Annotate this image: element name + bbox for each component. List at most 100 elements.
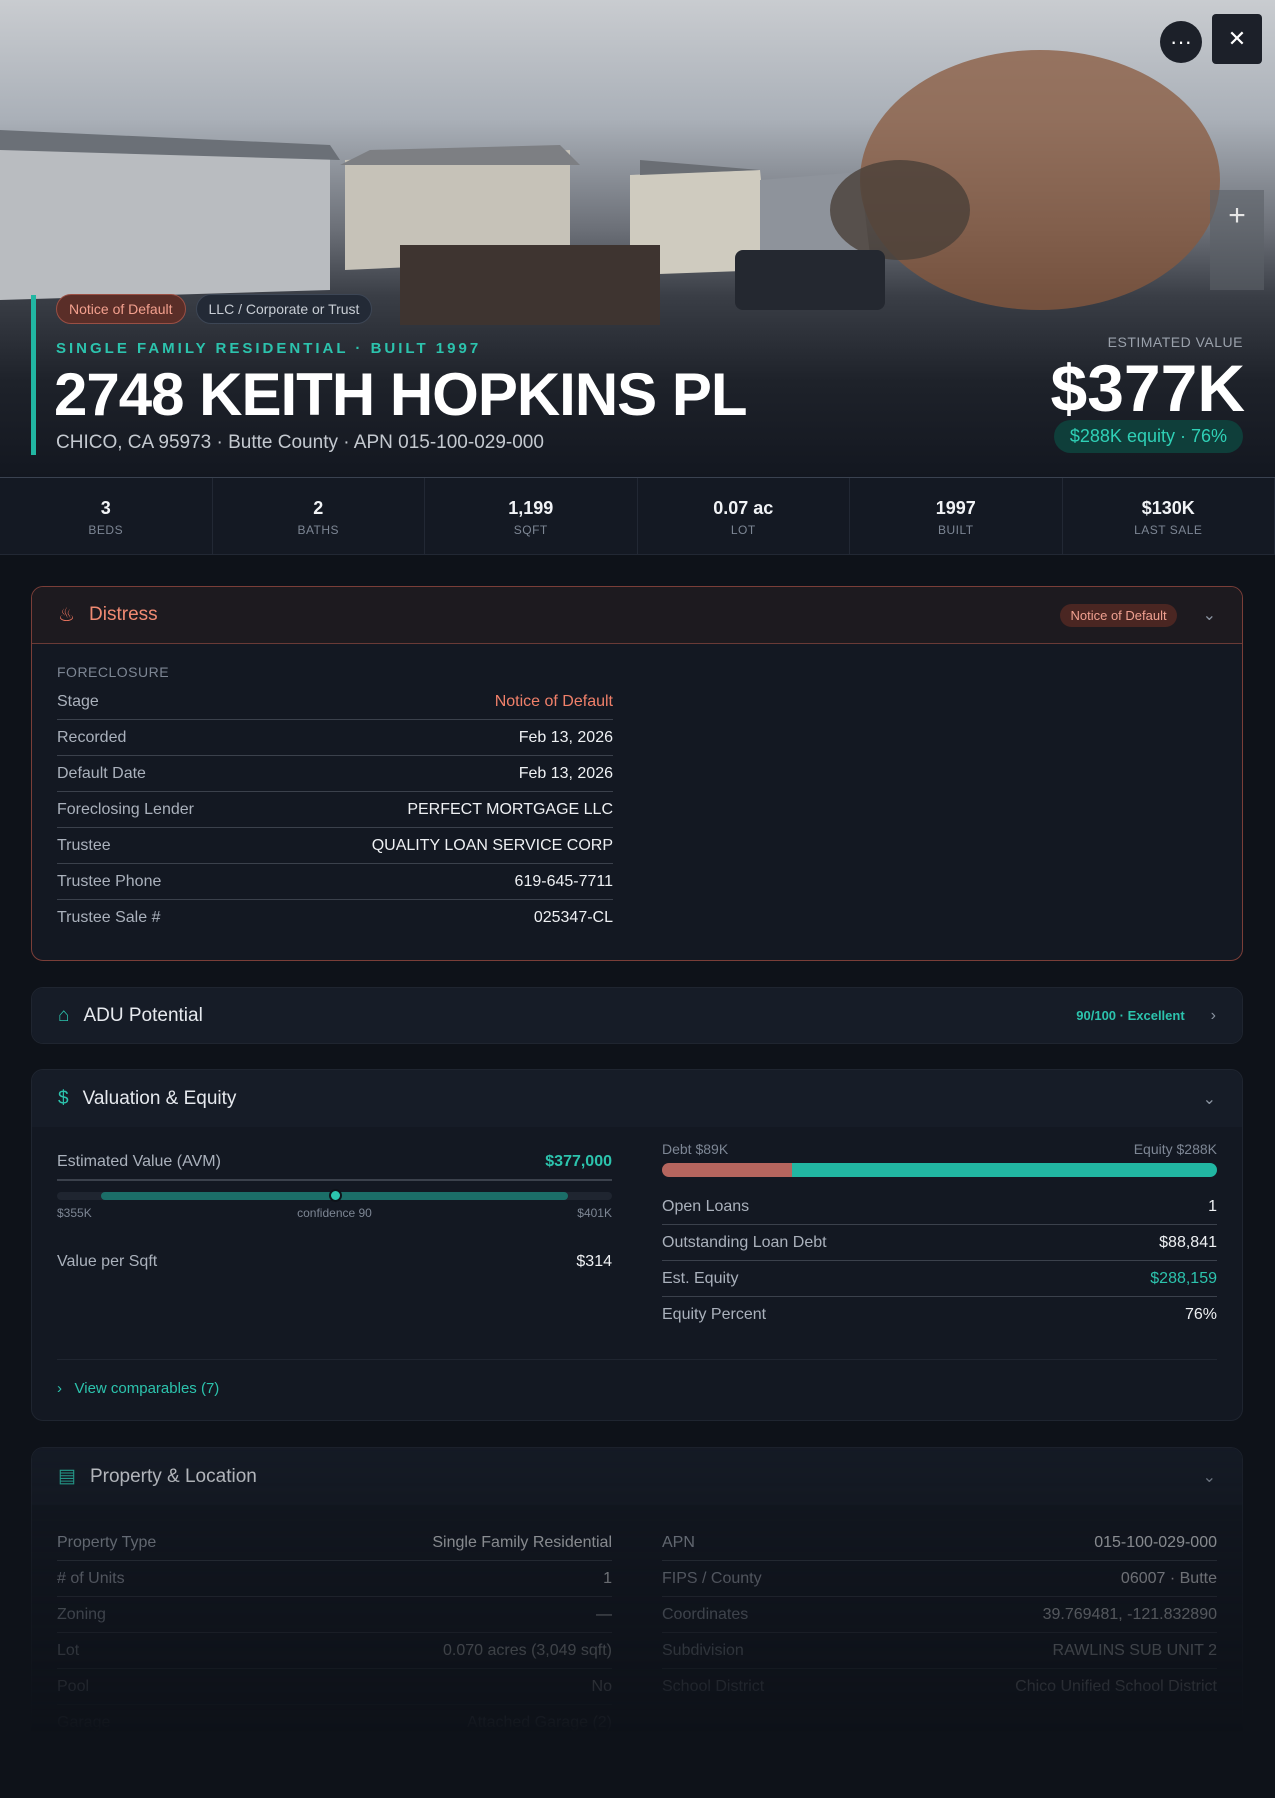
row-value: 0.070 acres (3,049 sqft) xyxy=(443,1641,612,1659)
row-value: 39.769481, -121.832890 xyxy=(1042,1605,1217,1623)
stat-value: 1997 xyxy=(935,498,976,518)
row: Trustee QUALITY LOAN SERVICE CORP xyxy=(57,828,613,864)
row-label: Trustee xyxy=(57,836,111,854)
row: # of Units 1 xyxy=(57,1561,612,1597)
row: Open Loans 1 xyxy=(662,1189,1217,1225)
label: Value per Sqft xyxy=(57,1253,158,1270)
row: FIPS / County 06007 · Butte xyxy=(662,1561,1217,1597)
stat-value: 2 xyxy=(313,498,324,518)
row-label: Recorded xyxy=(57,728,127,746)
link-text[interactable]: View comparables (7) xyxy=(74,1380,220,1397)
row-value: RAWLINS SUB UNIT 2 xyxy=(1052,1641,1217,1659)
row-label: Trustee Phone xyxy=(57,872,162,890)
row: Outstanding Loan Debt $88,841 xyxy=(662,1225,1217,1261)
stat: 1997 BUILT xyxy=(850,478,1063,554)
row: Est. Equity $288,159 xyxy=(662,1261,1217,1297)
equity-pill: $288K equity · 76% xyxy=(1053,420,1243,453)
badge: Notice of Default xyxy=(56,294,186,324)
row: Equity Percent 76% xyxy=(662,1297,1217,1333)
chevron: ⌄ xyxy=(1202,1468,1216,1486)
stat: 2 BATHS xyxy=(213,478,425,554)
accent-bar xyxy=(31,295,36,455)
adu-card[interactable]: ⌂ ADU Potential 90/100 · Excellent › xyxy=(31,987,1243,1044)
stats-bar: 3 BEDS 2 BATHS 1,199 SQFT 0.07 ac LOT 1997 BUILT $… xyxy=(0,478,1275,555)
row-label: School District xyxy=(662,1678,765,1695)
row-value: 1 xyxy=(1208,1197,1217,1215)
row: Trustee Sale # 025347-CL xyxy=(57,900,613,936)
more-button[interactable]: ··· xyxy=(1160,21,1202,63)
card-title: Property & Location xyxy=(89,1465,257,1487)
stat-label: BUILT xyxy=(937,523,974,537)
icon: $ xyxy=(58,1087,69,1109)
row-value: Notice of Default xyxy=(494,692,613,710)
card-title: Valuation & Equity xyxy=(82,1087,237,1109)
stat: 0.07 ac LOT xyxy=(638,478,850,554)
card-title: Distress xyxy=(89,604,158,625)
close-button[interactable]: ✕ xyxy=(1212,14,1262,64)
value: $314 xyxy=(576,1253,612,1270)
row-label: Est. Equity xyxy=(662,1269,739,1287)
row: APN 015-100-029-000 xyxy=(662,1525,1217,1561)
card-header[interactable]: ▤ Property & Location ⌄ xyxy=(32,1448,1242,1505)
row-label: Foreclosing Lender xyxy=(57,800,194,818)
equity-label: Equity $288K xyxy=(1133,1141,1217,1157)
value-label: ESTIMATED VALUE xyxy=(1107,334,1243,350)
chevron: ⌄ xyxy=(1202,607,1216,624)
stat-label: BATHS xyxy=(297,523,340,537)
comparables-link[interactable]: › View comparables (7) xyxy=(57,1359,1217,1397)
row: Coordinates 39.769481, -121.832890 xyxy=(662,1597,1217,1633)
location: CHICO, CA 95973 · Butte County · APN 015… xyxy=(56,432,544,453)
stat: $130K LAST SALE xyxy=(1063,478,1275,554)
row-value: PERFECT MORTGAGE LLC xyxy=(407,800,613,818)
estimated-value: $377K xyxy=(1050,351,1246,425)
row: Zoning — xyxy=(57,1597,612,1633)
value: $377,000 xyxy=(545,1153,612,1170)
subtitle: SINGLE FAMILY RESIDENTIAL · BUILT 1997 xyxy=(56,340,482,357)
row-label: Coordinates xyxy=(662,1605,749,1623)
card-title: ADU Potential xyxy=(83,1004,203,1026)
badges: Notice of Default LLC / Corporate or Trus… xyxy=(56,294,373,324)
card-header[interactable]: ♨ Distress Notice of Default ⌄ xyxy=(32,587,1242,644)
chevron: › xyxy=(1210,1006,1216,1024)
row: Trustee Phone 619-645-7711 xyxy=(57,864,613,900)
section-label: FORECLOSURE xyxy=(57,664,170,680)
row-value: No xyxy=(591,1677,612,1695)
row-label: Equity Percent xyxy=(662,1306,767,1323)
label: Estimated Value (AVM) xyxy=(57,1153,221,1170)
row-label: Garage xyxy=(57,1714,111,1731)
score: 90/100 · Excellent xyxy=(1076,1008,1185,1023)
row-label: APN xyxy=(662,1533,695,1551)
row: Default Date Feb 13, 2026 xyxy=(57,756,613,792)
row-label: Zoning xyxy=(57,1605,106,1623)
rows: Open Loans 1 Outstanding Loan Debt $88,841 E… xyxy=(662,1189,1217,1333)
chevron: ⌄ xyxy=(1202,1090,1216,1108)
icon: ▤ xyxy=(58,1466,76,1487)
icon: ♨ xyxy=(58,604,76,626)
row-label: Pool xyxy=(57,1677,90,1695)
confidence: confidence 90 xyxy=(297,1206,372,1220)
row-value: Feb 13, 2026 xyxy=(518,728,613,746)
row-value: $88,841 xyxy=(1159,1233,1217,1251)
stat-value: 0.07 ac xyxy=(713,498,774,518)
stat-value: 3 xyxy=(100,498,111,518)
row-value: 06007 · Butte xyxy=(1120,1569,1217,1587)
stat: 1,199 SQFT xyxy=(425,478,638,554)
row-label: Stage xyxy=(57,692,99,710)
row-label: # of Units xyxy=(57,1569,125,1587)
row-label: Lot xyxy=(57,1641,80,1659)
row-value: Feb 13, 2026 xyxy=(518,764,613,782)
row-label: Trustee Sale # xyxy=(57,909,161,926)
stat-label: SQFT xyxy=(513,523,548,537)
address-title: 2748 KEITH HOPKINS PL xyxy=(54,361,748,428)
hero: + ··· ✕ Notice of Default LLC / Corporate… xyxy=(0,0,1275,478)
row: Property Type Single Family Residential xyxy=(57,1525,612,1561)
confidence-track xyxy=(57,1189,612,1202)
card-header[interactable]: $ Valuation & Equity ⌄ xyxy=(32,1070,1242,1127)
distress-card: ♨ Distress Notice of Default ⌄ FORECLOSU… xyxy=(31,586,1243,961)
row-label: Open Loans xyxy=(662,1197,750,1215)
row: Foreclosing Lender PERFECT MORTGAGE LLC xyxy=(57,792,613,828)
row-value: 619-645-7711 xyxy=(514,872,613,890)
row-label: Outstanding Loan Debt xyxy=(662,1233,827,1251)
badge: LLC / Corporate or Trust xyxy=(195,294,373,324)
range-high: $401K xyxy=(577,1206,612,1220)
